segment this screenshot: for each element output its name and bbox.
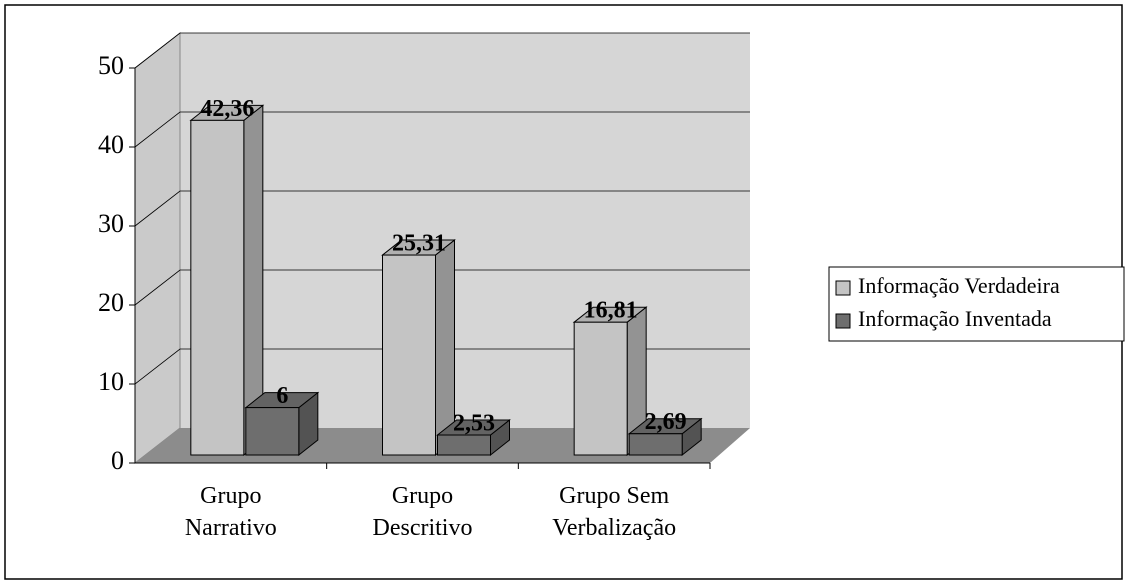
grid-line: [134, 190, 750, 227]
side-wall: [134, 31, 181, 465]
grid-line: [134, 269, 750, 306]
x-tick-label: Grupo Sem Verbalização: [552, 483, 677, 541]
legend-box: [828, 266, 1125, 342]
legend-swatch: [835, 280, 851, 296]
y-tick-label: 20: [98, 288, 124, 317]
legend-swatch: [835, 313, 851, 329]
data-label: 2,53: [453, 411, 495, 437]
grid-line: [134, 32, 750, 69]
legend-label: Informação Verdadeira: [858, 273, 1060, 298]
legend-label: Informação Inventada: [858, 306, 1052, 331]
grid-line: [134, 348, 750, 385]
data-label: 2,69: [645, 409, 687, 435]
y-tick-label: 50: [98, 51, 124, 80]
data-label: 16,81: [584, 298, 638, 324]
grid-line: [134, 111, 750, 148]
y-tick-label: 0: [111, 446, 124, 475]
x-tick-label: Grupo Narrativo: [184, 483, 277, 541]
y-tick-label: 30: [98, 209, 124, 238]
bar: [190, 119, 245, 456]
y-tick-label: 10: [98, 367, 124, 396]
x-tick-label: Grupo Descritivo: [372, 483, 473, 541]
bar: [628, 433, 683, 456]
data-label: 25,31: [392, 231, 446, 257]
data-label: 6: [276, 383, 288, 409]
data-label: 42,36: [200, 96, 254, 122]
y-tick-label: 40: [98, 130, 124, 159]
bar: [382, 254, 436, 456]
bar-side: [435, 239, 455, 457]
bar: [437, 434, 491, 456]
bar: [573, 321, 628, 456]
bar: [245, 407, 300, 456]
